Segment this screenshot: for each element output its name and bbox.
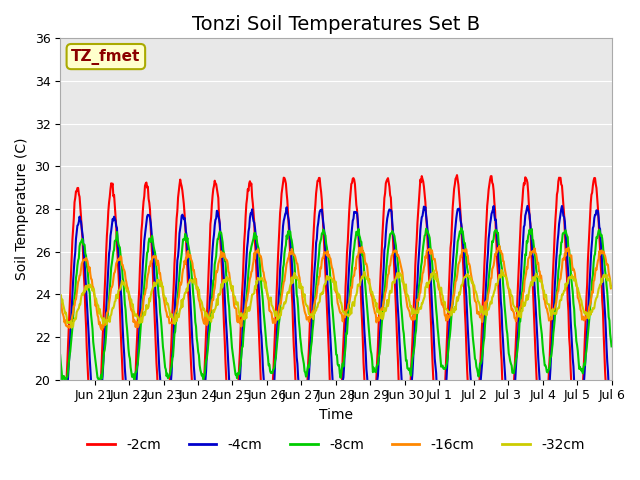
-4cm <box>271 360 279 366</box>
-16cm <box>250 250 258 256</box>
-16cm <box>122 276 129 282</box>
-32cm <box>394 270 401 276</box>
-4cm <box>394 297 401 302</box>
-32cm <box>68 325 76 331</box>
-8cm <box>394 254 401 260</box>
-4cm <box>58 431 66 437</box>
-8cm <box>271 358 279 363</box>
-4cm <box>524 203 531 209</box>
-16cm <box>424 247 432 253</box>
-8cm <box>608 344 616 349</box>
-32cm <box>424 279 432 285</box>
-4cm <box>122 375 129 381</box>
-2cm <box>424 255 432 261</box>
-16cm <box>495 243 503 249</box>
-2cm <box>56 461 64 467</box>
-8cm <box>122 307 129 312</box>
-16cm <box>98 327 106 333</box>
-4cm <box>608 417 616 422</box>
Line: -16cm: -16cm <box>60 246 612 330</box>
-16cm <box>271 320 279 326</box>
-2cm <box>394 343 401 349</box>
-16cm <box>223 257 231 263</box>
-2cm <box>92 463 99 469</box>
-2cm <box>122 430 129 436</box>
-8cm <box>56 352 64 358</box>
-2cm <box>250 220 258 226</box>
-8cm <box>458 225 465 231</box>
X-axis label: Time: Time <box>319 408 353 422</box>
Line: -2cm: -2cm <box>60 175 612 466</box>
-4cm <box>424 235 432 241</box>
-32cm <box>122 284 129 289</box>
-32cm <box>498 267 506 273</box>
-32cm <box>250 290 258 296</box>
Title: Tonzi Soil Temperatures Set B: Tonzi Soil Temperatures Set B <box>192 15 480 34</box>
-32cm <box>608 285 616 290</box>
-32cm <box>271 313 279 319</box>
Y-axis label: Soil Temperature (C): Soil Temperature (C) <box>15 138 29 280</box>
-8cm <box>223 280 231 286</box>
-8cm <box>250 230 258 236</box>
-16cm <box>56 292 64 298</box>
-4cm <box>250 220 258 226</box>
-32cm <box>56 293 64 299</box>
-2cm <box>608 449 616 455</box>
-8cm <box>96 384 104 389</box>
Legend: -2cm, -4cm, -8cm, -16cm, -32cm: -2cm, -4cm, -8cm, -16cm, -32cm <box>82 433 590 458</box>
-16cm <box>608 284 616 289</box>
-8cm <box>424 230 432 236</box>
Line: -32cm: -32cm <box>60 270 612 328</box>
-32cm <box>223 274 231 280</box>
-2cm <box>271 325 279 331</box>
-4cm <box>56 424 64 430</box>
-4cm <box>223 334 231 339</box>
Line: -4cm: -4cm <box>60 206 612 434</box>
Text: TZ_fmet: TZ_fmet <box>71 48 141 65</box>
-16cm <box>394 252 401 258</box>
-2cm <box>223 391 231 396</box>
-2cm <box>453 172 461 178</box>
Line: -8cm: -8cm <box>60 228 612 386</box>
